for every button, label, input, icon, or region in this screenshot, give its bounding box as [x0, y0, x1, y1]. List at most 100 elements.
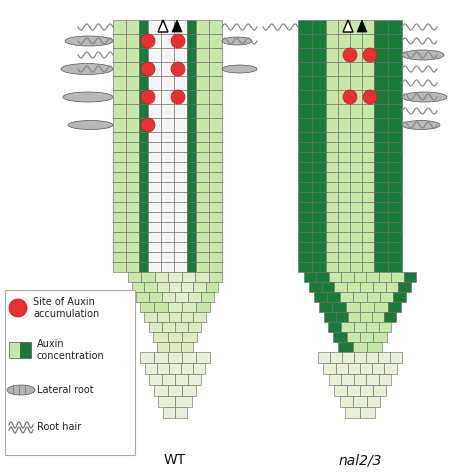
- Bar: [373, 385, 386, 396]
- Bar: [333, 332, 346, 342]
- Bar: [338, 172, 350, 182]
- Bar: [298, 132, 312, 142]
- Bar: [298, 48, 312, 62]
- Bar: [366, 352, 378, 363]
- Bar: [312, 192, 326, 202]
- Bar: [174, 252, 187, 262]
- Bar: [312, 142, 326, 152]
- Bar: [196, 212, 209, 222]
- Bar: [391, 272, 403, 282]
- Bar: [196, 172, 209, 182]
- Bar: [209, 222, 222, 232]
- Bar: [326, 62, 338, 76]
- Bar: [388, 90, 402, 104]
- Bar: [193, 282, 206, 292]
- Bar: [347, 385, 360, 396]
- Bar: [350, 222, 362, 232]
- Bar: [338, 182, 350, 192]
- Bar: [196, 352, 210, 363]
- Bar: [374, 20, 388, 34]
- Bar: [140, 352, 154, 363]
- Bar: [187, 212, 196, 222]
- Bar: [298, 76, 312, 90]
- Bar: [209, 132, 222, 142]
- Bar: [326, 34, 338, 48]
- Bar: [126, 20, 139, 34]
- Bar: [157, 363, 169, 374]
- Bar: [336, 312, 348, 322]
- Bar: [312, 132, 326, 142]
- Bar: [148, 20, 161, 34]
- Bar: [374, 62, 388, 76]
- Ellipse shape: [402, 92, 447, 102]
- Bar: [113, 76, 126, 90]
- Bar: [360, 332, 374, 342]
- Bar: [338, 152, 350, 162]
- Bar: [323, 363, 336, 374]
- Bar: [390, 352, 402, 363]
- Bar: [326, 232, 338, 242]
- Bar: [139, 232, 148, 242]
- Bar: [201, 292, 214, 302]
- Bar: [167, 332, 182, 342]
- Bar: [174, 202, 187, 212]
- Bar: [113, 48, 126, 62]
- Bar: [342, 352, 354, 363]
- Bar: [175, 322, 188, 332]
- Bar: [388, 182, 402, 192]
- Bar: [298, 262, 312, 272]
- Bar: [20, 342, 31, 358]
- Bar: [374, 192, 388, 202]
- Bar: [161, 132, 174, 142]
- Bar: [298, 104, 312, 118]
- Bar: [187, 132, 196, 142]
- Bar: [126, 90, 139, 104]
- Bar: [139, 152, 148, 162]
- Bar: [298, 252, 312, 262]
- Bar: [148, 90, 161, 104]
- Bar: [388, 104, 402, 118]
- Bar: [187, 252, 196, 262]
- Bar: [362, 118, 374, 132]
- Bar: [161, 48, 174, 62]
- Bar: [187, 262, 196, 272]
- Bar: [196, 202, 209, 212]
- Bar: [139, 202, 148, 212]
- Bar: [209, 182, 222, 192]
- Bar: [195, 272, 209, 282]
- Bar: [141, 272, 155, 282]
- Bar: [196, 90, 209, 104]
- Bar: [162, 322, 175, 332]
- Bar: [350, 202, 362, 212]
- Bar: [388, 222, 402, 232]
- Bar: [145, 282, 156, 292]
- Bar: [175, 292, 188, 302]
- Bar: [326, 76, 338, 90]
- Polygon shape: [158, 20, 168, 32]
- Bar: [338, 232, 350, 242]
- Bar: [113, 118, 126, 132]
- Bar: [338, 34, 350, 48]
- Bar: [161, 62, 174, 76]
- Bar: [209, 212, 222, 222]
- Bar: [209, 20, 222, 34]
- Bar: [312, 162, 326, 172]
- Bar: [113, 182, 126, 192]
- Bar: [209, 104, 222, 118]
- Bar: [113, 152, 126, 162]
- Bar: [128, 272, 141, 282]
- Bar: [113, 62, 126, 76]
- Bar: [388, 62, 402, 76]
- Bar: [362, 192, 374, 202]
- Bar: [354, 352, 366, 363]
- Bar: [350, 252, 362, 262]
- Bar: [324, 312, 336, 322]
- Bar: [182, 385, 196, 396]
- Bar: [326, 172, 338, 182]
- Bar: [126, 76, 139, 90]
- Bar: [388, 20, 402, 34]
- Bar: [148, 34, 161, 48]
- Bar: [350, 142, 362, 152]
- Bar: [140, 302, 154, 312]
- Bar: [388, 132, 402, 142]
